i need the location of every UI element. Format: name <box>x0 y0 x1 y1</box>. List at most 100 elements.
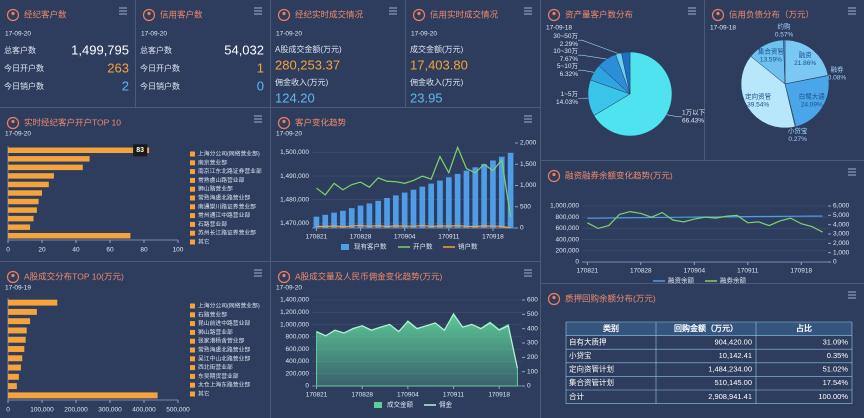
kpi-value: 1,499,795 <box>71 42 129 57</box>
bar <box>8 181 49 188</box>
legend-label: 现有客户数 <box>354 242 387 251</box>
bar <box>8 383 17 390</box>
pie-value-label: 39.54% <box>747 102 769 109</box>
bar <box>8 318 31 325</box>
kpi-value: 23.95 <box>410 90 443 105</box>
pie-value-label: 21.86% <box>794 60 816 67</box>
panel-icon <box>547 292 561 306</box>
legend-label: 上海分公司(网络营业部) <box>198 302 260 310</box>
y-tick-label: 800,000 <box>556 214 580 221</box>
y2-tick-label: 0 <box>520 225 524 232</box>
panel-date: 17-09-18 <box>710 25 736 32</box>
bar <box>8 164 83 171</box>
panel <box>0 262 270 418</box>
y-tick-label: 400,000 <box>286 358 310 365</box>
y2-tick-label: 200 <box>527 354 538 361</box>
table-header-cell: 回购金额（万元） <box>674 323 738 333</box>
table-cell: 1,484,234.00 <box>708 365 752 374</box>
panel-date: 17-09-20 <box>276 31 302 38</box>
legend-swatch <box>190 338 195 344</box>
kpi-label: 今日销户数 <box>140 81 180 91</box>
y-tick-label: 0 <box>305 383 309 390</box>
line <box>316 313 519 369</box>
bar <box>8 198 39 205</box>
data-label: 83 <box>136 147 144 154</box>
y2-tick-label: 500 <box>527 311 538 318</box>
y2-tick-label: 6,000 <box>833 203 850 210</box>
panel <box>0 0 135 107</box>
kpi-value: 1 <box>257 60 264 75</box>
x-tick-label: 80 <box>140 247 148 254</box>
line <box>316 224 511 229</box>
x-tick-label: 170911 <box>438 234 460 241</box>
bar <box>8 173 54 179</box>
bar <box>8 156 90 162</box>
bar <box>8 308 37 315</box>
y2-tick-label: 1,000 <box>833 249 850 256</box>
legend-swatch <box>190 186 195 192</box>
bar <box>8 336 26 343</box>
legend-swatch <box>190 373 195 379</box>
panel-title: A股成交分布TOP 10(万元) <box>24 271 124 281</box>
legend-label: 张家港杨舍营业部 <box>198 337 245 345</box>
legend-label: 狮山路营业部 <box>198 328 233 336</box>
panel-icon-dot <box>147 11 151 16</box>
bar <box>8 215 34 222</box>
pie-slice <box>621 51 631 95</box>
legend-label: 其它 <box>198 390 210 398</box>
y2-tick-label: 0 <box>833 259 837 266</box>
line <box>587 210 823 233</box>
legend-swatch <box>190 312 195 318</box>
legend-swatch <box>374 402 382 408</box>
pie-label: 白鹭大通 <box>799 92 826 101</box>
panel-icon-dot <box>417 11 421 16</box>
bar <box>8 327 27 334</box>
panel-title: 经纪实时成交情况 <box>295 9 364 19</box>
legend-swatch <box>190 303 195 309</box>
panel <box>406 0 540 107</box>
legend-label: 苏州长江路证券营业部 <box>198 229 256 237</box>
pie-label: 约购 <box>778 22 792 31</box>
x-tick-label: 20 <box>38 247 46 254</box>
table-cell: 0.35% <box>827 351 849 360</box>
bar <box>428 183 434 228</box>
y2-tick-label: 600 <box>527 297 538 304</box>
y-tick-label: 0 <box>575 259 579 266</box>
bar <box>348 208 355 228</box>
panel-title: 信用实时成交情况 <box>430 9 499 19</box>
x-tick-label: 170828 <box>350 234 372 241</box>
panel-icon <box>412 8 426 22</box>
legend-swatch <box>190 391 195 397</box>
pie-label: 小贷宝 <box>788 126 808 135</box>
kpi-label: 佣金收入(万元) <box>275 77 329 87</box>
panel-icon-dot <box>552 172 556 177</box>
bar <box>8 147 150 154</box>
kpi-label: 成交金额(万元) <box>410 44 464 54</box>
pie-slice <box>593 51 673 137</box>
line <box>316 145 512 217</box>
y-tick-label: 400,000 <box>556 236 580 243</box>
legend-label: 常熟虞山路营业部 <box>198 176 245 184</box>
y2-tick-label: 2,000 <box>833 240 850 247</box>
pie-label: 定向资管 <box>745 92 772 101</box>
x-tick-label: 170821 <box>306 392 328 399</box>
x-tick-label: 170904 <box>683 268 705 275</box>
panel-icon-dot <box>11 273 15 278</box>
legend-label: 其它 <box>198 238 210 246</box>
x-tick-label: 100 <box>173 247 184 254</box>
panel-icon-dot <box>552 11 556 16</box>
y2-tick-label: 1,000 <box>520 182 537 189</box>
y-tick-label: 1,000,000 <box>280 321 309 328</box>
bar <box>8 299 58 306</box>
legend-swatch <box>190 365 195 371</box>
pie-value-label: 6.32% <box>560 71 579 78</box>
pie-slice <box>740 55 796 129</box>
bar <box>357 205 364 228</box>
y-tick-label: 200,000 <box>286 370 310 377</box>
legend-label: 常熟海虞北路营业部 <box>198 346 250 354</box>
legend-label: 南京江东北路证券营业部 <box>198 167 262 175</box>
panel-icon-dot <box>716 11 720 16</box>
x-tick-label: 0 <box>6 247 10 254</box>
kpi-value: 0 <box>257 78 264 93</box>
